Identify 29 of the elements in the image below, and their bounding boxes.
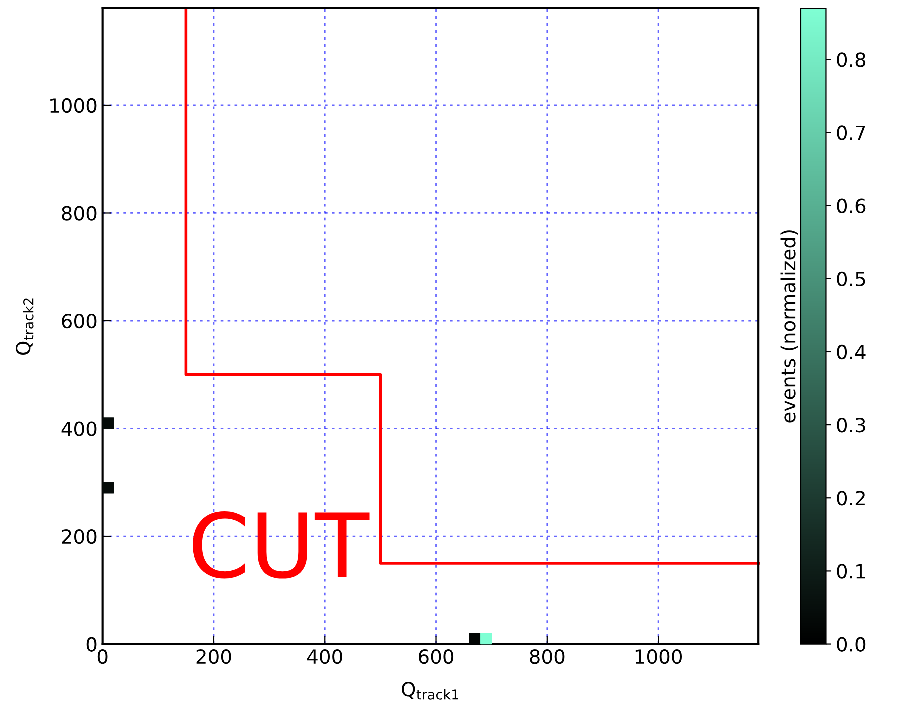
x-tick-label: 600 [419, 649, 454, 664]
color-bar-label: 0.6 [837, 198, 866, 214]
color-bar-title: events (normalized) [780, 230, 798, 423]
y-tick-label: 0 [86, 637, 97, 652]
point [469, 633, 481, 645]
x-tick-label: 1000 [636, 649, 682, 664]
point [102, 418, 114, 430]
color-bar-label: 0.1 [837, 564, 866, 579]
y-tick-label: 200 [62, 529, 97, 544]
annotation: CUT [193, 512, 370, 579]
color-bar-label: 0.7 [837, 126, 866, 140]
point [480, 633, 492, 645]
y-tick-label: 600 [62, 314, 97, 329]
color-bar-label: 0.8 [837, 52, 866, 68]
x-tick-label: 800 [530, 649, 565, 664]
color-bar-label: 0.4 [837, 344, 866, 360]
x-tick-label: 0 [98, 649, 108, 664]
x-tick-label: 200 [196, 649, 232, 664]
y-tick-label: 1000 [50, 98, 97, 114]
x-axis-title: Q$_{track1}$ [402, 682, 458, 700]
y-axis-title: Q$_{track2}$ [16, 298, 34, 356]
color-bar-label: 0.0 [837, 637, 866, 652]
color-bar-label: 0.3 [837, 418, 866, 433]
y-tick-label: 400 [62, 422, 97, 436]
color-bar-label: 0.5 [837, 272, 866, 287]
point [102, 482, 114, 494]
color-bar-label: 0.2 [837, 491, 865, 506]
y-tick-label: 800 [62, 206, 97, 221]
x-tick-label: 400 [308, 649, 342, 664]
